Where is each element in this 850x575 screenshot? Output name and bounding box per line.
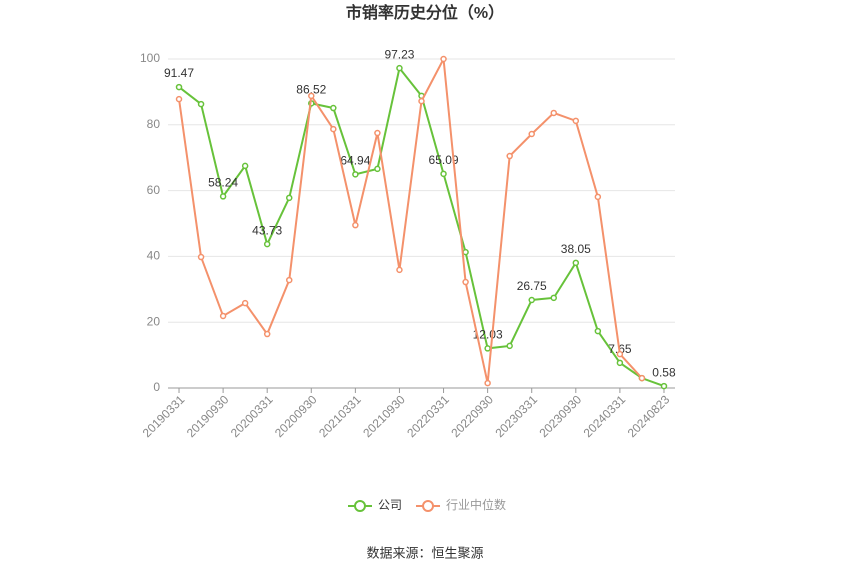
point <box>616 359 624 367</box>
x-tick-label: 20220331 <box>404 392 452 440</box>
point <box>440 170 447 178</box>
point <box>506 342 513 350</box>
data-label: 97.23 <box>384 47 414 61</box>
series-line <box>178 55 643 384</box>
point <box>550 109 558 117</box>
point <box>528 296 535 304</box>
y-tick-label: 80 <box>147 117 161 131</box>
point <box>484 379 491 387</box>
point <box>572 259 580 267</box>
point <box>484 345 491 352</box>
data-label: 58.24 <box>208 176 238 190</box>
point <box>374 165 381 173</box>
data-label: 86.52 <box>296 83 326 97</box>
point <box>263 240 271 248</box>
y-tick-label: 100 <box>140 51 160 65</box>
y-tick-label: 40 <box>147 249 161 263</box>
x-tick-label: 20230930 <box>537 392 585 440</box>
point <box>374 129 381 137</box>
point <box>594 327 602 335</box>
x-tick-label: 20210930 <box>360 392 408 440</box>
point <box>638 374 646 382</box>
point <box>241 162 249 170</box>
point <box>285 194 293 202</box>
point <box>330 104 337 112</box>
x-tick-label: 20190331 <box>140 392 188 440</box>
point <box>175 83 183 91</box>
point <box>175 95 183 103</box>
data-label: 26.75 <box>517 279 547 293</box>
point <box>462 278 469 286</box>
x-tick-label: 20200930 <box>272 392 320 440</box>
point <box>241 299 249 307</box>
point <box>506 152 513 160</box>
x-tick-label: 20200331 <box>228 392 276 440</box>
point <box>352 171 359 178</box>
point <box>660 382 668 390</box>
point <box>528 130 535 138</box>
point <box>462 248 469 256</box>
point <box>285 276 293 284</box>
legend-label: 行业中位数 <box>446 497 506 512</box>
x-tick-label: 20220930 <box>448 392 496 440</box>
point <box>219 312 227 320</box>
legend-marker <box>422 500 435 512</box>
x-tick-label: 20240823 <box>625 392 673 440</box>
data-label: 91.47 <box>164 66 194 80</box>
point <box>616 350 624 358</box>
point <box>263 330 271 338</box>
data-label: 0.58 <box>652 365 676 379</box>
data-label: 43.73 <box>252 223 282 237</box>
data-label: 38.05 <box>561 242 591 256</box>
point <box>308 92 315 100</box>
point <box>330 125 337 133</box>
point <box>396 266 403 274</box>
x-tick-label: 20210331 <box>316 392 364 440</box>
point <box>594 193 602 201</box>
x-tick-label: 20190930 <box>184 392 232 440</box>
y-tick-label: 20 <box>147 314 161 328</box>
legend-marker <box>354 500 366 512</box>
y-tick-label: 0 <box>153 380 160 394</box>
source: 数据来源：恒生聚源 <box>366 545 483 560</box>
data-label: 65.09 <box>429 153 459 167</box>
point <box>396 64 403 72</box>
point <box>219 193 227 200</box>
point <box>352 221 359 229</box>
point <box>197 100 205 108</box>
point <box>197 253 205 261</box>
point <box>572 117 580 125</box>
x-tick-label: 20240331 <box>581 392 629 440</box>
point <box>550 294 558 302</box>
x-tick-label: 20230331 <box>492 392 540 440</box>
y-tick-label: 60 <box>147 183 161 197</box>
data-label: 64.94 <box>340 154 370 168</box>
point <box>418 97 425 105</box>
chart-title: 市销率历史分位（%） <box>346 3 504 22</box>
point <box>440 55 447 63</box>
data-label: 12.03 <box>473 328 503 342</box>
legend-label: 公司 <box>378 498 402 512</box>
